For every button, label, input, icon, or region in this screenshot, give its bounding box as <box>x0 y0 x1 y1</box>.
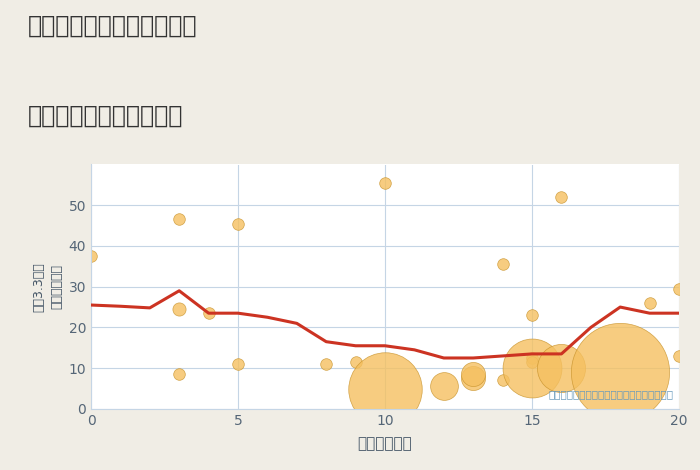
Point <box>379 385 391 392</box>
Point <box>321 360 332 368</box>
Point <box>526 358 538 366</box>
Point <box>526 312 538 319</box>
Point <box>232 220 244 227</box>
Point <box>673 352 685 360</box>
Point <box>174 370 185 378</box>
Point <box>232 360 244 368</box>
Point <box>379 179 391 187</box>
Point <box>673 285 685 292</box>
Point <box>174 306 185 313</box>
Point <box>203 309 214 317</box>
Point <box>468 370 479 378</box>
Point <box>497 260 508 268</box>
X-axis label: 駅距離（分）: 駅距離（分） <box>358 436 412 451</box>
Text: 駅距離別中古戸建て価格: 駅距離別中古戸建て価格 <box>28 103 183 127</box>
Point <box>438 383 449 390</box>
Point <box>85 252 97 260</box>
Point <box>174 216 185 223</box>
Point <box>556 364 567 372</box>
Point <box>497 376 508 384</box>
Point <box>644 299 655 307</box>
Point <box>526 364 538 372</box>
Text: 円の大きさは、取引のあった物件面積を示す: 円の大きさは、取引のあった物件面積を示す <box>548 389 673 399</box>
Point <box>556 193 567 201</box>
Y-axis label: 坪（3.3㎡）
単価（万円）: 坪（3.3㎡） 単価（万円） <box>32 262 63 312</box>
Point <box>615 368 626 376</box>
Point <box>468 375 479 382</box>
Text: 岐阜県養老郡養老町宇田の: 岐阜県養老郡養老町宇田の <box>28 14 197 38</box>
Point <box>526 354 538 362</box>
Point <box>350 358 361 366</box>
